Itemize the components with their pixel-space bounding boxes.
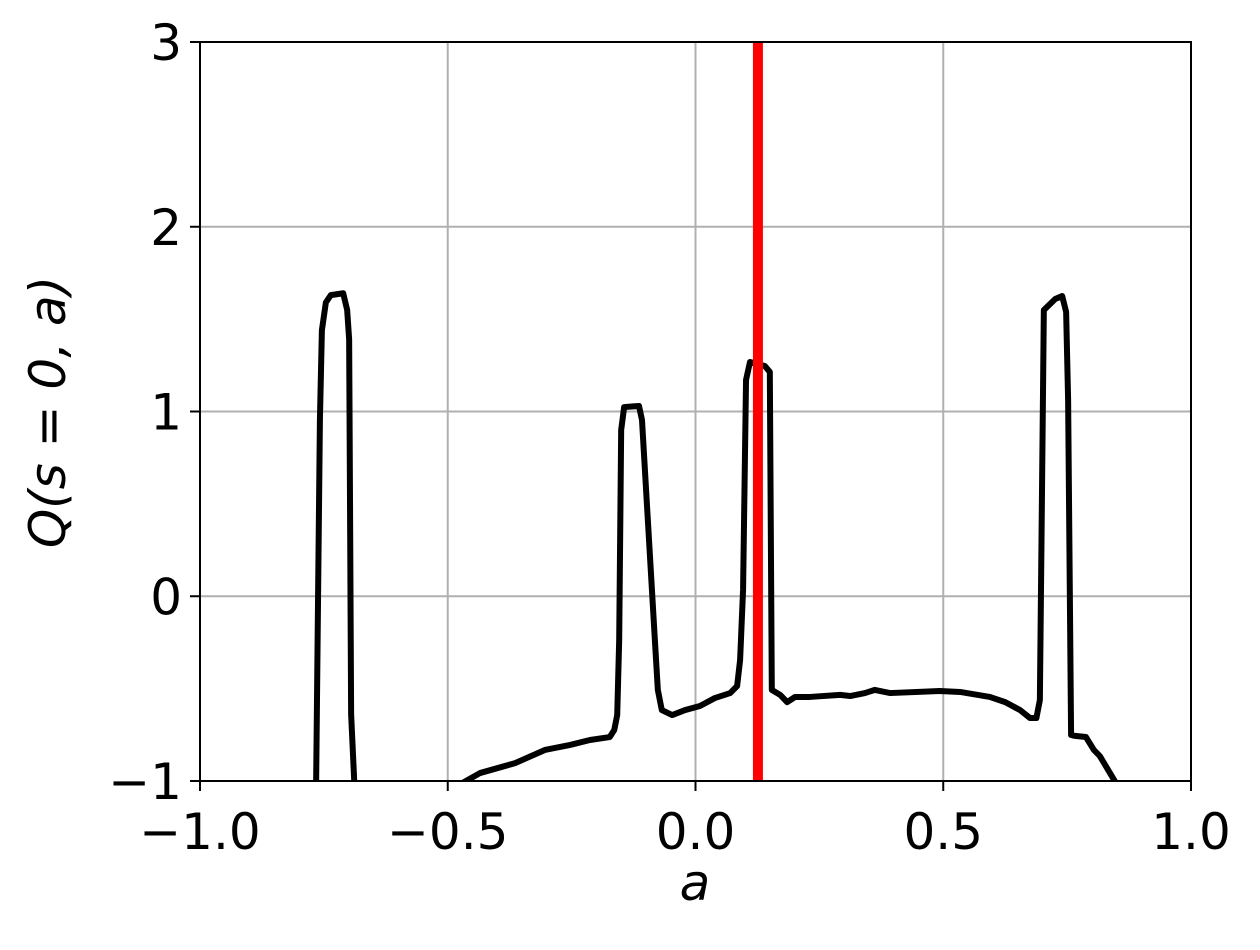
x-axis-label: a: [680, 854, 711, 912]
y-axis-label: Q(s = 0, a): [19, 276, 77, 548]
x-tick-label: 0.5: [903, 803, 983, 861]
y-tick-label: 1: [150, 384, 182, 442]
x-tick-label: 0.0: [656, 803, 736, 861]
y-tick-label: 2: [150, 199, 182, 257]
y-tick-label: 0: [150, 568, 182, 626]
x-tick-label: −0.5: [387, 803, 508, 861]
y-tick-label: −1: [108, 753, 182, 811]
x-tick-label: −1.0: [139, 803, 260, 861]
data-line: [313, 290, 1119, 781]
y-tick-label: 3: [150, 14, 182, 72]
x-tick-label: 1.0: [1151, 803, 1231, 861]
